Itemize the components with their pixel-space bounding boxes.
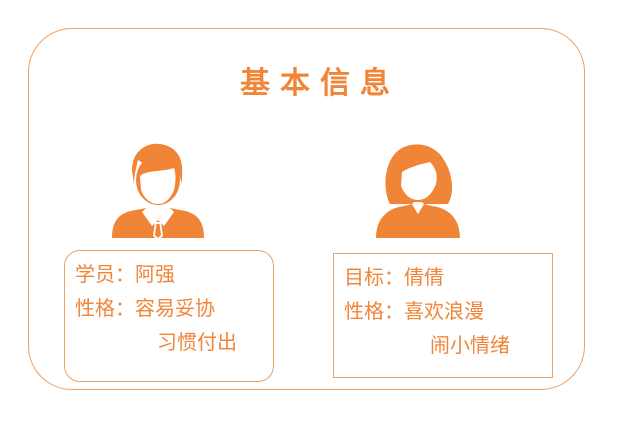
student-personality-value: 容易妥协 bbox=[135, 296, 215, 320]
female-target-icon bbox=[376, 144, 460, 238]
student-row-name: 学员： 阿强 bbox=[75, 257, 273, 291]
target-row-personality-cont: 闹小情绪 bbox=[344, 328, 552, 362]
student-name-label: 学员： bbox=[75, 262, 135, 286]
target-info-box: 目标： 倩倩 性格： 喜欢浪漫 闹小情绪 bbox=[333, 253, 553, 378]
target-row-personality: 性格： 喜欢浪漫 bbox=[344, 294, 552, 328]
student-name-value: 阿强 bbox=[135, 262, 175, 286]
student-row-personality-cont: 习惯付出 bbox=[75, 325, 273, 359]
target-personality-value-2: 闹小情绪 bbox=[430, 333, 510, 357]
student-info-box: 学员： 阿强 性格： 容易妥协 习惯付出 bbox=[64, 250, 274, 382]
target-row-name: 目标： 倩倩 bbox=[344, 260, 552, 294]
target-name-value: 倩倩 bbox=[404, 265, 444, 289]
target-personality-value: 喜欢浪漫 bbox=[404, 299, 484, 323]
student-personality-label: 性格： bbox=[75, 296, 135, 320]
target-name-label: 目标： bbox=[344, 265, 404, 289]
page-title: 基本信息 bbox=[240, 66, 400, 101]
student-personality-value-2: 习惯付出 bbox=[157, 330, 237, 354]
student-row-personality: 性格： 容易妥协 bbox=[75, 291, 273, 325]
target-personality-label: 性格： bbox=[344, 299, 404, 323]
male-student-icon bbox=[112, 143, 204, 240]
info-card bbox=[28, 28, 585, 390]
